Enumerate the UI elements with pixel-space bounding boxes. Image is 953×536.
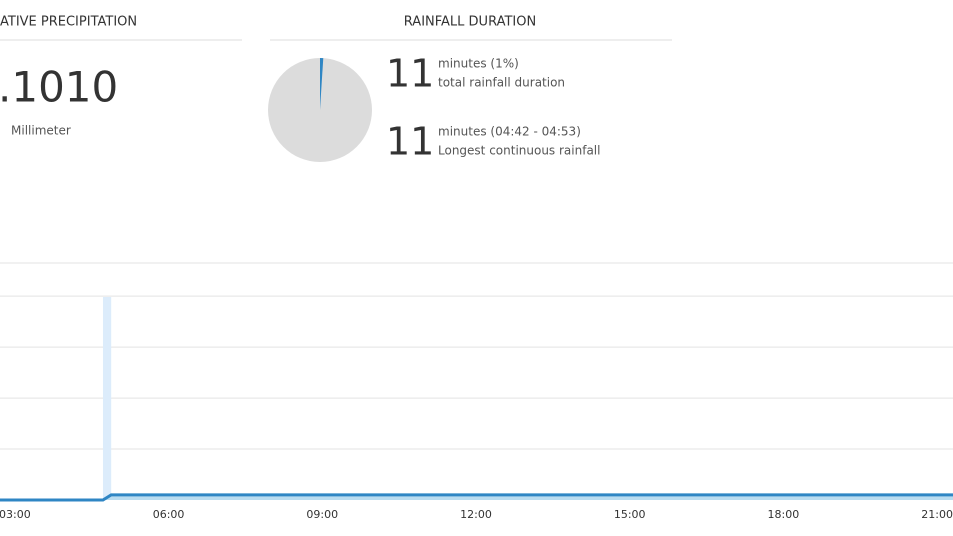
stat-label: total rainfall duration <box>438 76 565 90</box>
line <box>0 493 953 502</box>
pie-slice <box>320 58 324 110</box>
rain-period <box>102 297 112 500</box>
x-tick-label: 06:00 <box>153 508 185 521</box>
x-tick-label: 03:00 <box>0 508 31 521</box>
big-value: .1010 <box>0 63 118 112</box>
x-tick-label: 21:00 <box>921 508 953 521</box>
stat-detail: minutes (04:42 - 04:53) <box>438 125 581 139</box>
stat-detail: minutes (1%) <box>438 57 519 71</box>
x-tick-label: 09:00 <box>306 508 338 521</box>
unit: Millimeter <box>11 124 71 138</box>
stat-value: 11 <box>386 120 434 164</box>
panel-title: RAINFALL DURATION <box>404 15 536 30</box>
stat-label: Longest continuous rainfall <box>438 144 600 158</box>
panel-title: ATIVE PRECIPITATION <box>0 15 137 30</box>
x-tick-label: 12:00 <box>460 508 492 521</box>
x-tick-label: 18:00 <box>768 508 800 521</box>
x-tick-label: 15:00 <box>614 508 646 521</box>
stat-value: 11 <box>386 52 434 96</box>
